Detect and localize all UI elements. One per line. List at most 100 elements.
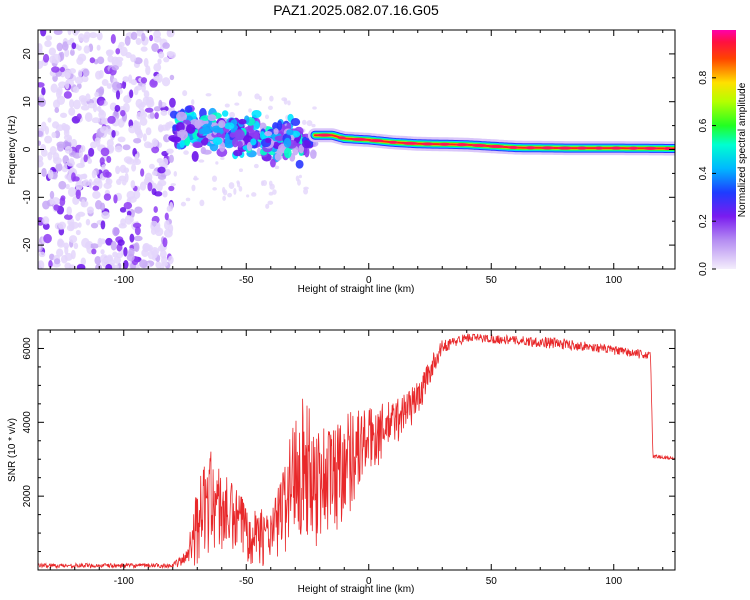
spectrogram-noise-blob: [106, 155, 112, 164]
spectrogram-noise-blob: [220, 156, 225, 160]
spectrogram-noise-blob: [151, 146, 160, 154]
spectrogram-noise-blob: [151, 170, 158, 176]
spectrogram-signal-blob: [270, 158, 276, 168]
spectrogram-noise-blob: [122, 102, 130, 113]
spectrogram-noise-blob: [81, 75, 89, 83]
spectrogram-noise-blob: [117, 239, 125, 246]
spectrogram-noise-blob: [237, 90, 242, 97]
spectrogram-noise-blob: [66, 159, 75, 167]
spectrogram-noise-blob: [91, 117, 101, 124]
spectrogram-noise-blob: [164, 212, 169, 221]
spectrogram-signal-blob: [265, 137, 272, 143]
spectrogram-noise-blob: [82, 179, 90, 187]
spectrogram-noise-blob: [134, 128, 143, 136]
spectrogram-noise-blob: [92, 185, 100, 191]
spectrogram-noise-blob: [287, 100, 291, 106]
spectrogram-x-tick-label: -50: [239, 275, 254, 286]
spectrogram-noise-blob: [82, 68, 90, 77]
spectrogram-noise-blob: [168, 255, 174, 265]
spectrogram-noise-blob: [99, 157, 105, 165]
spectrogram-x-axis-title: Height of straight line (km): [298, 284, 415, 295]
spectrogram-noise-blob: [57, 239, 65, 248]
spectrogram-signal-blob: [232, 137, 239, 148]
spectrogram-noise-blob: [137, 103, 145, 110]
spectrogram-noise-blob: [40, 148, 48, 157]
spectrogram-noise-blob: [116, 178, 122, 186]
spectrogram-noise-blob: [163, 56, 170, 63]
spectrogram-noise-blob: [162, 237, 168, 248]
spectrogram-noise-blob: [141, 83, 146, 93]
spectrogram-noise-blob: [130, 54, 137, 63]
spectrogram-noise-blob: [149, 78, 158, 88]
spectrogram-noise-blob: [103, 182, 112, 189]
spectrogram-noise-blob: [133, 57, 143, 65]
spectrogram-noise-blob: [295, 175, 300, 182]
spectrogram-x-tick-label: 0: [366, 275, 372, 286]
spectrogram-signal-blob: [212, 137, 223, 146]
spectrogram-noise-blob: [115, 165, 121, 175]
spectrogram-noise-blob: [58, 221, 67, 230]
spectrogram-trace-peak: [525, 146, 536, 150]
spectrogram-noise-blob: [100, 220, 106, 230]
spectrogram-noise-blob: [269, 95, 274, 102]
spectrogram-noise-blob: [90, 222, 99, 229]
spectrogram-noise-blob: [38, 97, 46, 107]
spectrogram-noise-blob: [129, 233, 135, 243]
spectrogram-noise-blob: [91, 248, 97, 255]
spectrogram-noise-blob: [113, 194, 118, 204]
spectrogram-noise-blob: [222, 195, 226, 201]
snr-panel: -100 -50 0 50 100 2000 4000 6000 Height of str…: [7, 329, 676, 595]
spectrogram-noise-blob: [38, 262, 42, 269]
spectrogram-noise-blob: [55, 124, 65, 132]
spectrogram-noise-blob: [42, 53, 50, 63]
snr-frame: [37, 329, 676, 571]
spectrogram-noise-blob: [110, 240, 117, 251]
spectrogram-noise-blob: [173, 170, 178, 177]
spectrogram-signal-blob: [218, 119, 226, 129]
spectrogram-noise-blob: [67, 187, 77, 197]
spectrogram-noise-blob: [110, 33, 116, 44]
snr-x-tick-label: 50: [486, 576, 498, 587]
spectrogram-noise-blob: [92, 190, 101, 199]
spectrogram-noise-blob: [95, 140, 101, 148]
spectrogram-noise-blob: [169, 97, 176, 108]
snr-content: [38, 333, 675, 570]
spectrogram-x-tick-label: 50: [486, 275, 498, 286]
spectrogram-noise-blob: [140, 168, 145, 177]
spectrogram-noise-blob: [221, 186, 226, 194]
spectrogram-trace-peak: [557, 146, 572, 150]
spectrogram-noise-blob: [53, 157, 62, 165]
spectrogram-noise-blob: [153, 75, 160, 82]
spectrogram-noise-blob: [69, 68, 77, 74]
spectrogram-noise-blob: [126, 210, 132, 217]
spectrogram-noise-blob: [71, 42, 77, 50]
spectrogram-noise-blob: [131, 163, 137, 172]
spectrogram-y-tick-label: -10: [22, 190, 33, 205]
spectrogram-noise-blob: [118, 222, 127, 229]
spectrogram-noise-blob: [132, 222, 142, 229]
spectrogram-noise-blob: [149, 111, 155, 119]
snr-y-axis-title: SNR (10 * v/v): [7, 418, 18, 482]
spectrogram-noise-blob: [157, 179, 167, 187]
spectrogram-noise-blob: [85, 93, 91, 102]
spectrogram-noise-blob: [228, 182, 235, 189]
spectrogram-noise-blob: [170, 183, 176, 187]
spectrogram-noise-blob: [103, 193, 112, 201]
spectrogram-signal-blob: [185, 123, 196, 134]
spectrogram-noise-blob: [49, 190, 55, 199]
spectrogram-noise-blob: [99, 254, 109, 263]
spectrogram-noise-blob: [101, 162, 106, 172]
spectrogram-signal-blob: [264, 130, 273, 137]
spectrogram-y-ticks: -20 -10 0 10 20: [22, 29, 675, 270]
spectrogram-signal-blob: [295, 159, 304, 169]
spectrogram-noise-blob: [120, 109, 126, 117]
spectrogram-noise-blob: [81, 199, 86, 208]
colorbar: 0.0 0.2 0.4 0.6 0.8 Normalized spectral ampl…: [698, 30, 748, 276]
spectrogram-noise-blob: [73, 30, 80, 34]
spectrogram-noise-blob: [87, 158, 93, 164]
spectrogram-noise-blob: [105, 237, 113, 246]
spectrogram-noise-blob: [168, 154, 174, 163]
spectrogram-noise-blob: [80, 104, 90, 111]
spectrogram-noise-blob: [51, 53, 61, 64]
spectrogram-noise-blob: [74, 76, 84, 85]
